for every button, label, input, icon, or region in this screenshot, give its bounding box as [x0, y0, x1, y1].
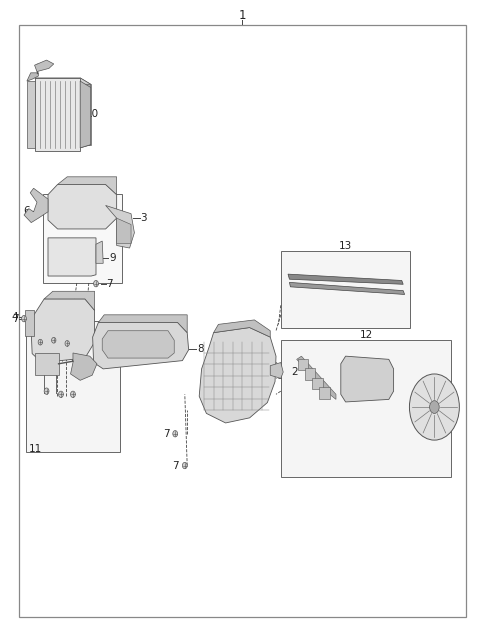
Circle shape [430, 401, 439, 413]
Text: 2: 2 [291, 367, 298, 377]
Polygon shape [48, 184, 117, 229]
Circle shape [59, 391, 63, 398]
Text: 12: 12 [360, 330, 372, 340]
Text: 5: 5 [78, 92, 85, 102]
Circle shape [409, 374, 459, 440]
Bar [25, 310, 34, 336]
Bar [45, 84, 91, 144]
Circle shape [65, 340, 69, 346]
Polygon shape [27, 73, 38, 81]
Polygon shape [199, 328, 276, 423]
Polygon shape [80, 81, 91, 148]
Circle shape [44, 388, 49, 394]
Bar [281, 251, 410, 328]
Circle shape [94, 280, 98, 287]
Polygon shape [288, 274, 403, 284]
Bar [43, 194, 122, 283]
Text: 13: 13 [339, 241, 352, 251]
Text: 4: 4 [12, 312, 18, 322]
Text: 8: 8 [197, 343, 204, 354]
Bar [298, 359, 308, 370]
Polygon shape [71, 353, 97, 380]
Polygon shape [35, 78, 91, 85]
Bar [35, 78, 80, 151]
Polygon shape [35, 60, 54, 72]
Text: 1: 1 [239, 10, 246, 22]
Text: 7: 7 [12, 314, 18, 324]
Bar [281, 340, 451, 477]
Bar [35, 353, 59, 375]
Polygon shape [341, 356, 394, 402]
Circle shape [71, 391, 75, 398]
Text: 11: 11 [28, 444, 42, 454]
Circle shape [38, 340, 42, 345]
Circle shape [22, 315, 26, 322]
Polygon shape [297, 356, 336, 399]
Text: 3: 3 [141, 212, 147, 223]
Polygon shape [96, 241, 103, 263]
Polygon shape [102, 331, 174, 358]
Polygon shape [98, 315, 187, 333]
Polygon shape [44, 291, 95, 310]
Polygon shape [58, 177, 117, 195]
Polygon shape [80, 78, 91, 148]
Polygon shape [106, 205, 134, 248]
Bar [312, 378, 323, 389]
Polygon shape [93, 322, 189, 369]
Text: 7: 7 [107, 279, 113, 289]
Bar [26, 321, 120, 452]
Text: 7: 7 [172, 460, 179, 471]
Bar [305, 368, 315, 380]
Text: 6: 6 [23, 206, 30, 216]
Polygon shape [24, 188, 48, 223]
Circle shape [51, 337, 56, 343]
Text: 7: 7 [163, 429, 169, 439]
Text: 9: 9 [109, 252, 116, 263]
Text: 10: 10 [86, 109, 99, 120]
Bar [319, 387, 330, 399]
Bar [27, 81, 35, 148]
Polygon shape [117, 218, 131, 244]
Circle shape [182, 462, 187, 469]
Polygon shape [289, 282, 405, 294]
Circle shape [173, 431, 178, 437]
Polygon shape [270, 363, 283, 378]
Polygon shape [214, 320, 270, 337]
Polygon shape [31, 299, 95, 363]
Polygon shape [48, 238, 96, 276]
